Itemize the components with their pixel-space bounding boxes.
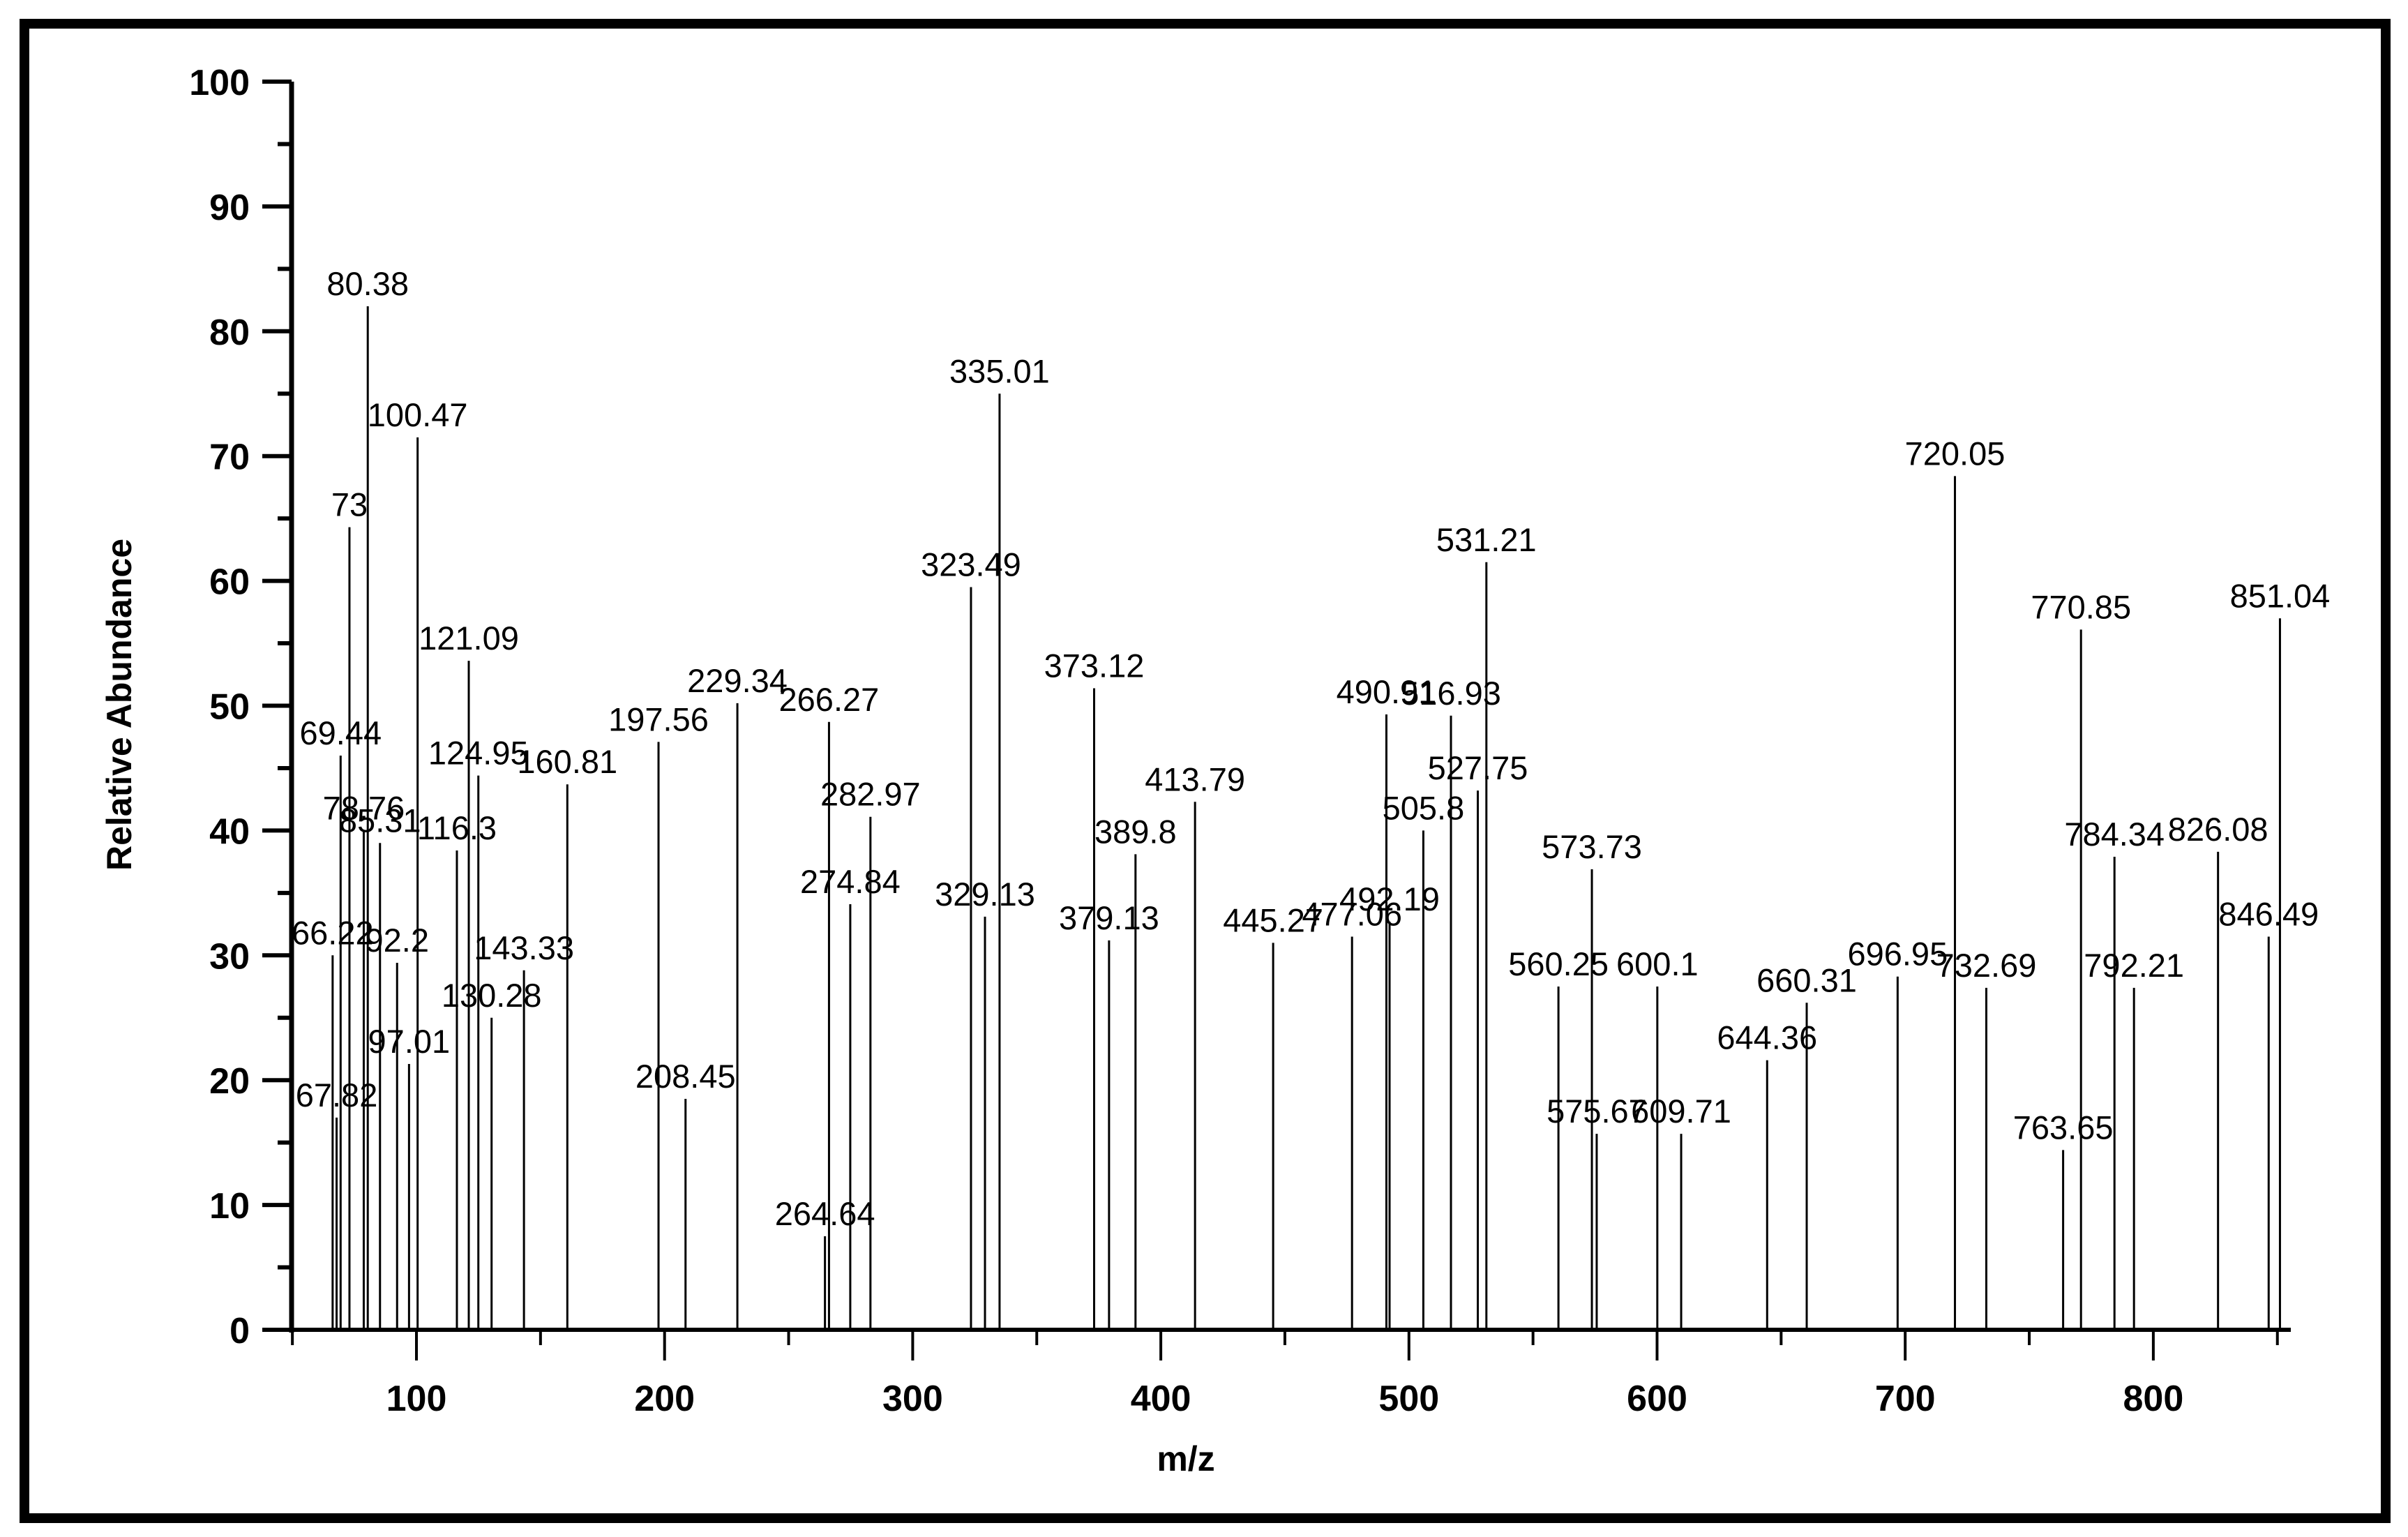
peak-labels: 66.22 67.82 69.44 73 78.76 80.38 85.31 92.2 97.0… <box>292 265 2330 1232</box>
peak-label: 67.82 <box>296 1077 378 1114</box>
peak-label: 143.33 <box>474 929 574 966</box>
peak-label: 527.75 <box>1428 749 1528 786</box>
peak-label: 505.8 <box>1383 789 1465 826</box>
peak-label: 78.76 <box>323 789 405 826</box>
y-tick-label: 80 <box>209 313 250 353</box>
peak-label: 826.08 <box>2168 811 2268 848</box>
peak-label: 80.38 <box>326 265 409 302</box>
peak-label: 69.44 <box>299 714 382 751</box>
y-tick-label: 20 <box>209 1061 250 1102</box>
y-tick-label: 0 <box>229 1311 250 1351</box>
peak-label: 282.97 <box>820 776 921 813</box>
peak-label: 531.21 <box>1436 521 1537 558</box>
peak-label: 85.31 <box>339 802 421 839</box>
peak-label: 696.95 <box>1847 936 1948 973</box>
peak-label: 373.12 <box>1044 647 1145 684</box>
peak-label: 660.31 <box>1756 961 1857 998</box>
peak-label: 560.25 <box>1508 945 1609 982</box>
peak-label: 335.01 <box>949 352 1050 389</box>
peak-label: 266.27 <box>779 681 880 718</box>
peak-label: 229.34 <box>687 662 788 699</box>
y-tick-label: 40 <box>209 811 250 852</box>
x-tick-label: 100 <box>386 1379 447 1419</box>
outer-frame <box>20 19 2391 1523</box>
x-tick-label: 500 <box>1378 1379 1439 1419</box>
x-tick-label: 700 <box>1875 1379 1936 1419</box>
peak-label: 100.47 <box>368 396 468 433</box>
peak-label: 490.91 <box>1337 673 1437 710</box>
peak-label: 274.84 <box>800 863 901 900</box>
y-tick-label: 90 <box>209 188 250 228</box>
peak-label: 124.95 <box>428 735 529 772</box>
peak-label: 97.01 <box>368 1023 451 1060</box>
peak-label: 379.13 <box>1059 899 1159 936</box>
peak-label: 116.3 <box>417 809 497 846</box>
peak-label: 264.64 <box>775 1195 875 1232</box>
peak-label: 732.69 <box>1936 947 2037 984</box>
y-tick-label: 30 <box>209 936 250 977</box>
peak-label: 720.05 <box>1905 435 2006 472</box>
peak-label: 197.56 <box>608 700 709 737</box>
y-tick-label: 70 <box>209 437 250 478</box>
peak-label: 575.67 <box>1547 1093 1647 1130</box>
peak-label: 573.73 <box>1542 828 1642 865</box>
x-tick-label: 400 <box>1131 1379 1191 1419</box>
peak-label: 516.93 <box>1401 675 1501 712</box>
peak-label: 130.28 <box>442 977 542 1014</box>
peak-label: 600.1 <box>1616 945 1699 982</box>
peak-label: 763.65 <box>2013 1109 2114 1146</box>
x-tick-label: 800 <box>2123 1379 2184 1419</box>
peak-label: 323.49 <box>921 546 1021 583</box>
peak-label: 609.71 <box>1631 1093 1731 1130</box>
peak-label: 208.45 <box>635 1058 736 1095</box>
x-tick-label: 600 <box>1627 1379 1687 1419</box>
peak-label: 73 <box>331 486 368 523</box>
x-tick-label: 300 <box>882 1379 943 1419</box>
peak-label: 784.34 <box>2064 816 2165 853</box>
y-tick-label: 50 <box>209 687 250 728</box>
peak-label: 92.2 <box>366 922 429 959</box>
y-axis-title: Relative Abundance <box>100 539 139 871</box>
x-tick-label: 200 <box>634 1379 695 1419</box>
peak-label: 329.13 <box>935 876 1035 913</box>
peak-label: 477.06 <box>1302 895 1402 932</box>
y-tick-label: 60 <box>209 562 250 603</box>
peak-label: 846.49 <box>2218 895 2319 932</box>
x-axis-title: m/z <box>1157 1439 1214 1478</box>
peak-label: 644.36 <box>1717 1019 1817 1056</box>
y-axis: 0 10 20 30 40 50 60 70 80 90 100 <box>189 63 294 1351</box>
peak-label: 792.21 <box>2084 947 2184 984</box>
peak-label: 121.09 <box>419 620 519 657</box>
peak-label: 770.85 <box>2031 588 2131 625</box>
y-tick-label: 10 <box>209 1186 250 1227</box>
peak-label: 160.81 <box>517 743 617 780</box>
peak-label: 492.19 <box>1339 880 1440 917</box>
peak-label: 445.27 <box>1223 901 1323 938</box>
y-tick-label: 100 <box>189 63 250 103</box>
peak-label: 413.79 <box>1145 760 1245 797</box>
peak-label: 389.8 <box>1094 813 1177 850</box>
peak-label: 66.22 <box>292 914 374 951</box>
peak-sticks <box>331 306 2281 1330</box>
peak-label: 851.04 <box>2230 577 2331 614</box>
